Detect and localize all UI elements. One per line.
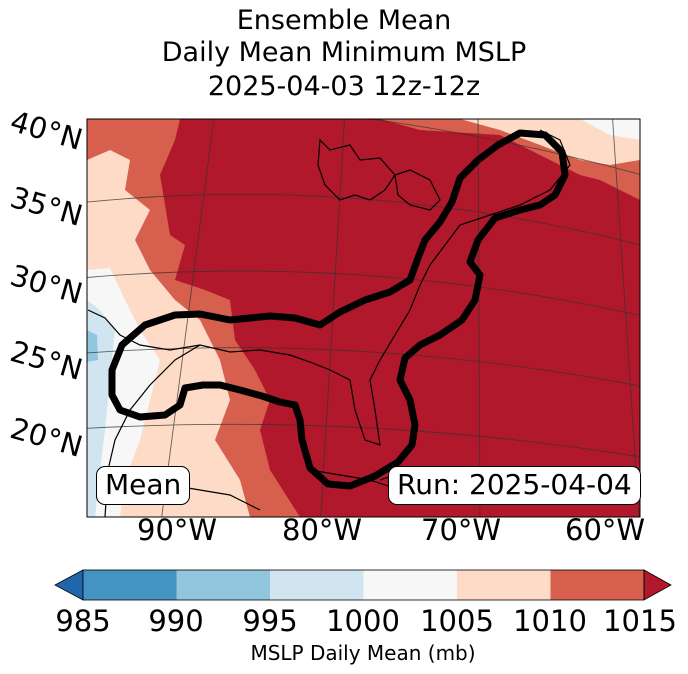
lon-label-90w: 90°W bbox=[137, 513, 218, 547]
colorbar-extend-max bbox=[643, 569, 672, 601]
lon-label-60w: 60°W bbox=[565, 513, 646, 547]
colorbar-tick-985: 985 bbox=[55, 604, 111, 638]
colorbar-tick-1000: 1000 bbox=[326, 604, 400, 638]
lon-label-80w: 80°W bbox=[282, 513, 363, 547]
title-line-1: Ensemble Mean bbox=[236, 5, 452, 36]
colorbar bbox=[54, 569, 672, 601]
colorbar-tick-1010: 1010 bbox=[513, 604, 587, 638]
colorbar-segment-1010 bbox=[550, 570, 644, 600]
colorbar-tick-995: 995 bbox=[242, 604, 298, 638]
colorbar-tick-1015: 1015 bbox=[603, 604, 677, 638]
colorbar-tick-1005: 1005 bbox=[420, 604, 494, 638]
colorbar-segment-1005 bbox=[457, 570, 551, 600]
pressure-field-1000-ne bbox=[580, 119, 640, 140]
colorbar-extend-min bbox=[54, 569, 84, 601]
colorbar-frame bbox=[82, 569, 645, 601]
mean-contour bbox=[108, 129, 569, 490]
map-frame bbox=[86, 118, 641, 518]
pressure-field-990 bbox=[87, 330, 98, 362]
lon-label-70w: 70°W bbox=[421, 513, 502, 547]
mean-label-box: Mean bbox=[96, 466, 191, 505]
graticule bbox=[87, 119, 640, 517]
colorbar-segment-1000 bbox=[363, 570, 457, 600]
title-line-2: Daily Mean Minimum MSLP bbox=[161, 37, 527, 68]
colorbar-tick-990: 990 bbox=[148, 604, 204, 638]
colorbar-label: MSLP Daily Mean (mb) bbox=[250, 641, 476, 665]
title-line-3: 2025-04-03 12z-12z bbox=[207, 71, 481, 102]
map-area bbox=[87, 119, 640, 517]
colorbar-segment-990 bbox=[176, 570, 270, 600]
run-label-box: Run: 2025-04-04 bbox=[388, 466, 641, 505]
colorbar-segment-985 bbox=[83, 570, 177, 600]
colorbar-segment-995 bbox=[270, 570, 364, 600]
